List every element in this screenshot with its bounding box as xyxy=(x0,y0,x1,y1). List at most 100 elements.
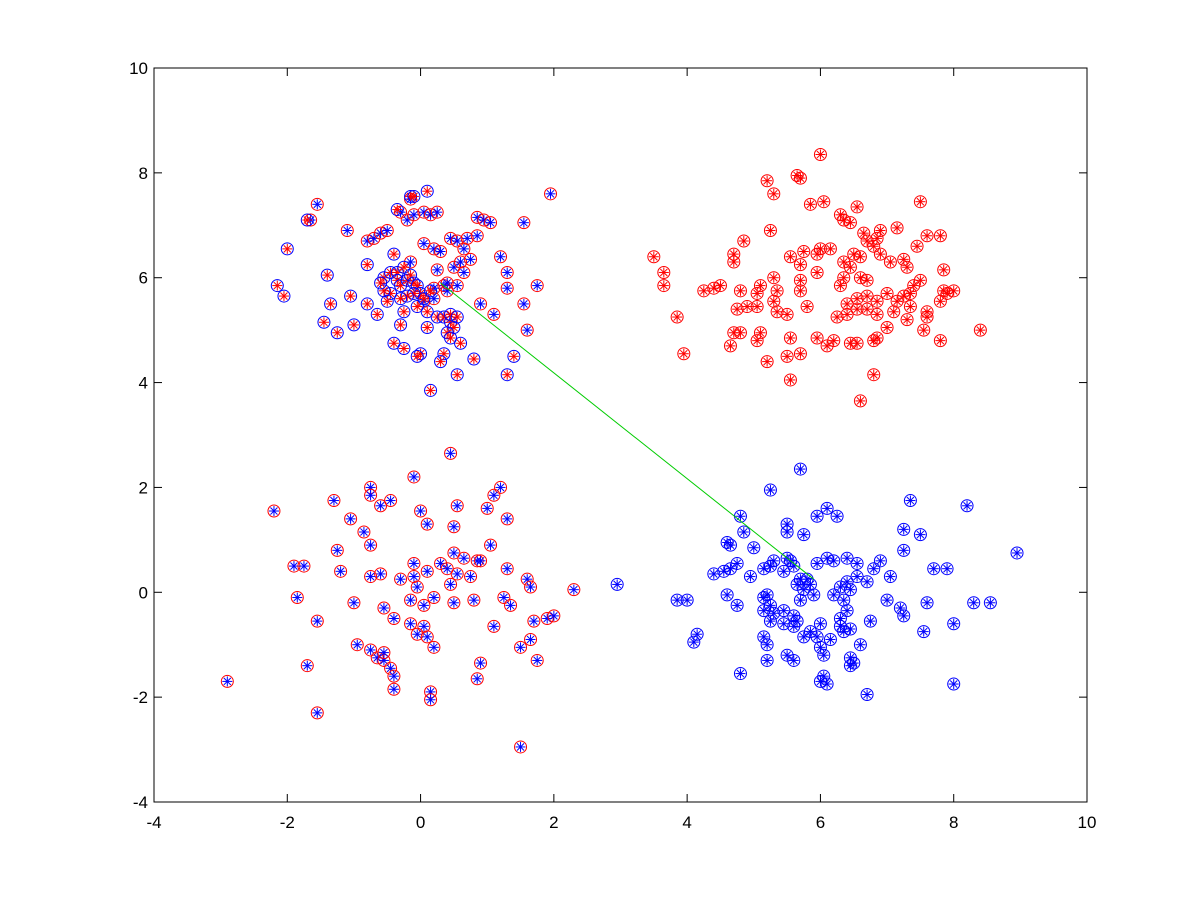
data-point xyxy=(374,499,388,513)
data-point xyxy=(870,294,884,308)
data-point xyxy=(827,588,841,602)
data-point xyxy=(517,297,531,311)
data-point xyxy=(394,205,408,219)
data-point xyxy=(780,307,794,321)
data-point xyxy=(290,591,304,605)
data-point xyxy=(813,148,827,162)
data-point xyxy=(843,622,857,636)
data-point xyxy=(840,551,854,565)
data-point xyxy=(913,528,927,542)
data-point xyxy=(417,292,431,306)
data-point xyxy=(873,247,887,261)
data-point xyxy=(454,255,468,269)
data-point xyxy=(750,334,764,348)
data-point xyxy=(470,229,484,243)
data-point xyxy=(880,321,894,335)
data-point xyxy=(414,504,428,518)
data-point xyxy=(450,279,464,293)
data-point xyxy=(464,570,478,584)
data-point xyxy=(730,302,744,316)
data-point xyxy=(883,255,897,269)
data-point xyxy=(407,470,421,484)
data-point xyxy=(464,252,478,266)
data-point xyxy=(410,627,424,641)
data-point xyxy=(810,331,824,345)
data-point xyxy=(733,284,747,298)
data-point xyxy=(757,604,771,618)
data-point xyxy=(860,575,874,589)
data-point xyxy=(820,339,834,353)
data-point xyxy=(777,617,791,631)
x-tick-label: 6 xyxy=(816,813,825,832)
data-point xyxy=(763,224,777,238)
data-point xyxy=(380,224,394,238)
data-point xyxy=(474,554,488,568)
data-point xyxy=(407,570,421,584)
data-point xyxy=(850,570,864,584)
data-point xyxy=(440,276,454,290)
data-point xyxy=(517,216,531,230)
data-point xyxy=(467,593,481,607)
data-point xyxy=(500,512,514,526)
data-point xyxy=(793,258,807,272)
data-point xyxy=(410,300,424,314)
data-point xyxy=(960,499,974,513)
data-point xyxy=(410,580,424,594)
data-point xyxy=(707,567,721,581)
data-point xyxy=(780,525,794,539)
data-point xyxy=(500,562,514,576)
data-point xyxy=(787,653,801,667)
data-point xyxy=(450,310,464,324)
data-point xyxy=(780,648,794,662)
data-point xyxy=(867,562,881,576)
data-point xyxy=(334,564,348,578)
data-point xyxy=(267,504,281,518)
data-point xyxy=(843,659,857,673)
data-point xyxy=(524,632,538,646)
data-point xyxy=(377,601,391,615)
data-point xyxy=(394,318,408,332)
data-point xyxy=(457,265,471,279)
data-point xyxy=(567,583,581,597)
data-point xyxy=(450,567,464,581)
data-point xyxy=(487,488,501,502)
data-point xyxy=(420,517,434,531)
data-point xyxy=(414,347,428,361)
data-point xyxy=(830,509,844,523)
data-point xyxy=(760,638,774,652)
data-point xyxy=(783,373,797,387)
data-point xyxy=(883,570,897,584)
data-point xyxy=(430,263,444,277)
data-point xyxy=(404,593,418,607)
data-point xyxy=(853,394,867,408)
data-point xyxy=(387,682,401,696)
data-point xyxy=(424,284,438,298)
data-point xyxy=(270,279,284,293)
data-point xyxy=(947,284,961,298)
data-point xyxy=(327,494,341,508)
data-point xyxy=(870,231,884,245)
data-point xyxy=(387,669,401,683)
data-point xyxy=(310,197,324,211)
data-point xyxy=(910,239,924,253)
data-point xyxy=(793,462,807,476)
data-point xyxy=(803,197,817,211)
data-point xyxy=(300,213,314,227)
data-point xyxy=(420,564,434,578)
data-point xyxy=(420,321,434,335)
data-point xyxy=(657,265,671,279)
data-point xyxy=(367,231,381,245)
data-point xyxy=(737,525,751,539)
data-point xyxy=(434,245,448,258)
data-point xyxy=(797,528,811,542)
data-point xyxy=(720,535,734,549)
data-point xyxy=(733,667,747,681)
data-point xyxy=(723,339,737,353)
data-point xyxy=(417,237,431,251)
data-point xyxy=(417,619,431,633)
data-point xyxy=(300,659,314,673)
data-point xyxy=(867,368,881,382)
data-point xyxy=(394,572,408,586)
data-point xyxy=(450,368,464,382)
